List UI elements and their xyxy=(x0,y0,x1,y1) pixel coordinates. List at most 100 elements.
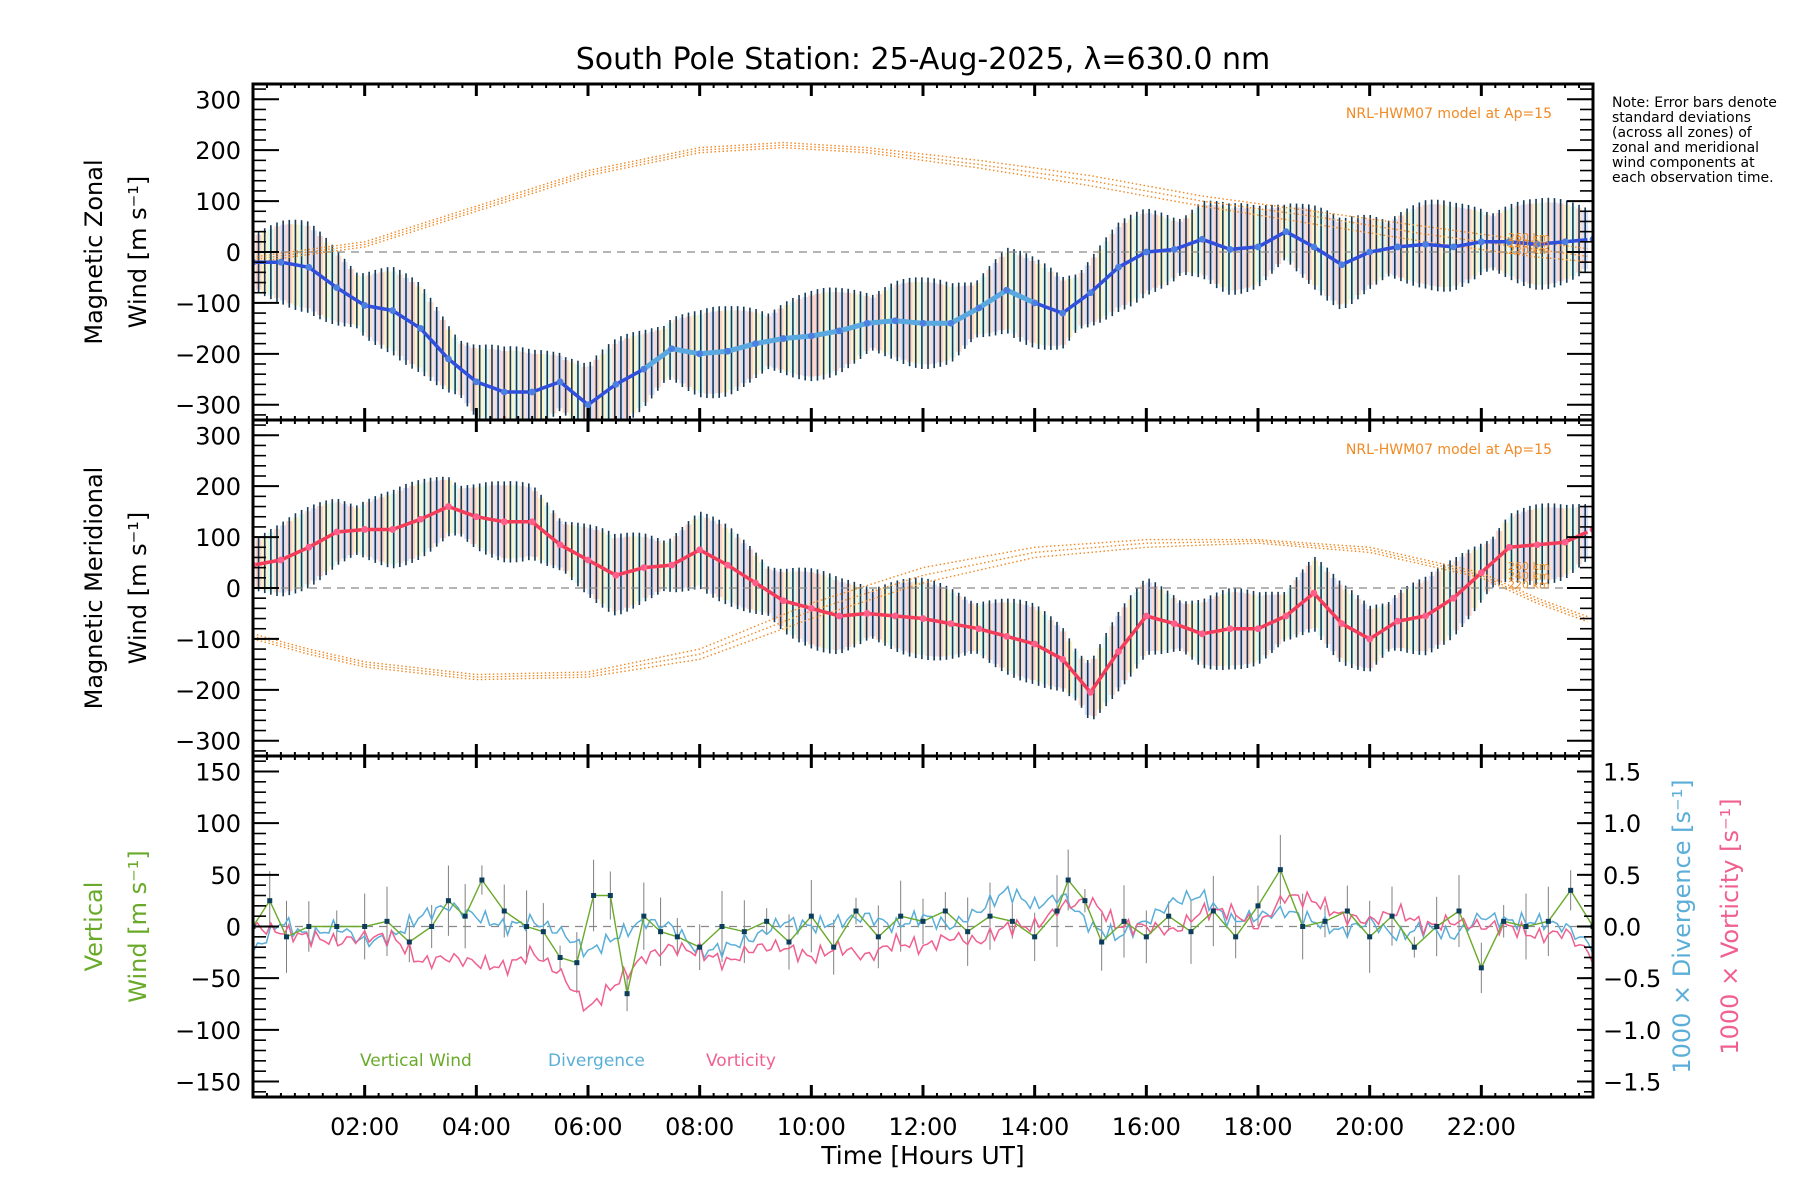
mean-wind-point xyxy=(305,543,313,551)
model-curve-240-km xyxy=(253,144,1588,261)
mean-wind-point xyxy=(528,388,536,396)
altitude-label: 220 km xyxy=(1508,244,1550,257)
x-tick-label: 22:00 xyxy=(1447,1113,1516,1141)
mean-wind-point xyxy=(1142,248,1150,256)
y-tick-label: −100 xyxy=(175,1017,241,1045)
mean-wind-point xyxy=(389,307,396,314)
vertical-wind-point xyxy=(1065,877,1071,883)
mean-wind-point xyxy=(1450,594,1457,602)
mean-wind-point xyxy=(891,317,899,325)
vertical-wind-point xyxy=(1367,934,1373,940)
vertical-wind-point xyxy=(853,908,859,914)
mean-wind-point xyxy=(333,528,341,536)
mean-wind-point xyxy=(500,518,508,526)
mean-wind-point xyxy=(305,263,313,271)
mean-wind-point xyxy=(835,612,843,620)
vertical-wind-point xyxy=(1501,918,1507,924)
chart-title: South Pole Station: 25-Aug-2025, λ=630.0… xyxy=(576,42,1270,77)
mean-wind-point xyxy=(919,615,927,622)
mean-wind-point xyxy=(696,546,704,554)
vertical-wind-point xyxy=(1032,934,1038,940)
model-curve-260-km xyxy=(253,141,1588,258)
vertical-wind-point xyxy=(334,924,340,929)
mean-wind-point xyxy=(445,503,452,510)
mean-wind-point xyxy=(1477,238,1485,246)
vertical-wind-point xyxy=(524,924,530,929)
vertical-wind-point xyxy=(1523,924,1529,929)
vertical-wind-point xyxy=(574,960,580,966)
altitude-label: 220 km xyxy=(1508,579,1550,592)
mean-wind-point xyxy=(1170,620,1178,628)
vertical-wind-point xyxy=(831,944,837,950)
mean-wind-point xyxy=(1254,625,1262,633)
mean-wind-point xyxy=(640,365,648,373)
vertical-wind-point xyxy=(267,898,273,904)
vertical-wind-point xyxy=(674,934,680,940)
x-tick-label: 16:00 xyxy=(1112,1113,1181,1141)
vertical-wind-point xyxy=(1210,908,1216,914)
mean-wind-point xyxy=(947,620,955,628)
y-tick-label: −150 xyxy=(175,1069,241,1097)
mean-wind-point xyxy=(1394,617,1401,625)
mean-wind-point xyxy=(668,345,676,353)
right-tick-label: −1.5 xyxy=(1603,1069,1661,1097)
vertical-wind-point xyxy=(741,929,747,935)
vertical-wind-point xyxy=(987,913,993,919)
mean-wind-point xyxy=(277,258,285,266)
mean-wind-point xyxy=(947,319,955,327)
mean-wind-point xyxy=(612,571,620,579)
mean-wind-point xyxy=(1310,589,1318,597)
vertical-wind-point xyxy=(429,924,435,929)
mean-wind-point xyxy=(1561,238,1569,246)
y-tick-label: −200 xyxy=(175,341,241,369)
error-bar-note: Note: Error bars denote standard deviati… xyxy=(1612,95,1777,186)
mean-wind-point xyxy=(361,526,369,533)
vertical-wind-point xyxy=(1545,918,1551,924)
vertical-wind-point xyxy=(1233,934,1239,940)
mean-wind-point xyxy=(1170,246,1178,253)
y-tick-label: −300 xyxy=(175,728,241,756)
mean-wind-point xyxy=(472,378,480,386)
vertical-wind-point xyxy=(641,913,647,919)
vertical-wind-point xyxy=(1478,965,1484,971)
vertical-wind-point xyxy=(1277,867,1283,873)
y-tick-label: 0 xyxy=(226,575,241,603)
mean-wind-point xyxy=(584,556,592,564)
mean-wind-point xyxy=(1477,569,1485,577)
model-curve-220-km xyxy=(253,542,1588,681)
mean-wind-point xyxy=(863,319,871,327)
mean-wind-point xyxy=(1059,655,1066,663)
right-tick-label: −1.0 xyxy=(1603,1017,1661,1045)
y-tick-label: −50 xyxy=(190,965,241,993)
mean-wind-point xyxy=(1115,263,1122,271)
panel-meridional-lines xyxy=(253,503,1593,696)
mean-wind-point xyxy=(417,515,424,523)
vertical-wind-point xyxy=(501,908,507,914)
y-axis-label-line2: Wind [m s⁻¹] xyxy=(124,512,152,664)
mean-wind-point xyxy=(1142,612,1150,620)
mean-wind-point xyxy=(668,561,676,569)
mean-wind-point xyxy=(1282,612,1290,620)
mean-wind-point xyxy=(1087,289,1094,297)
mean-wind-point xyxy=(1366,635,1374,643)
vertical-wind-point xyxy=(462,913,468,919)
vertical-wind-point xyxy=(1188,929,1194,935)
mean-wind-point xyxy=(556,541,564,549)
y-tick-label: 300 xyxy=(195,422,241,450)
mean-wind-point xyxy=(1338,620,1346,628)
mean-wind-point xyxy=(1422,612,1429,620)
mean-wind-point xyxy=(975,625,983,633)
vertical-wind-point xyxy=(1568,887,1574,893)
vertical-wind-point xyxy=(1344,908,1350,914)
vertical-wind-point xyxy=(1300,924,1306,929)
altitude-label: 240 km xyxy=(1508,569,1550,582)
vertical-wind-point xyxy=(942,908,948,914)
y-tick-label: −100 xyxy=(175,290,241,318)
mean-wind-point xyxy=(863,610,871,617)
x-tick-label: 14:00 xyxy=(1000,1113,1069,1141)
vertical-wind-point xyxy=(1082,898,1088,904)
vertical-wind-point xyxy=(898,913,904,919)
mean-wind-point xyxy=(919,319,927,327)
mean-wind-point xyxy=(975,304,983,312)
vertical-wind-point xyxy=(1411,944,1417,950)
